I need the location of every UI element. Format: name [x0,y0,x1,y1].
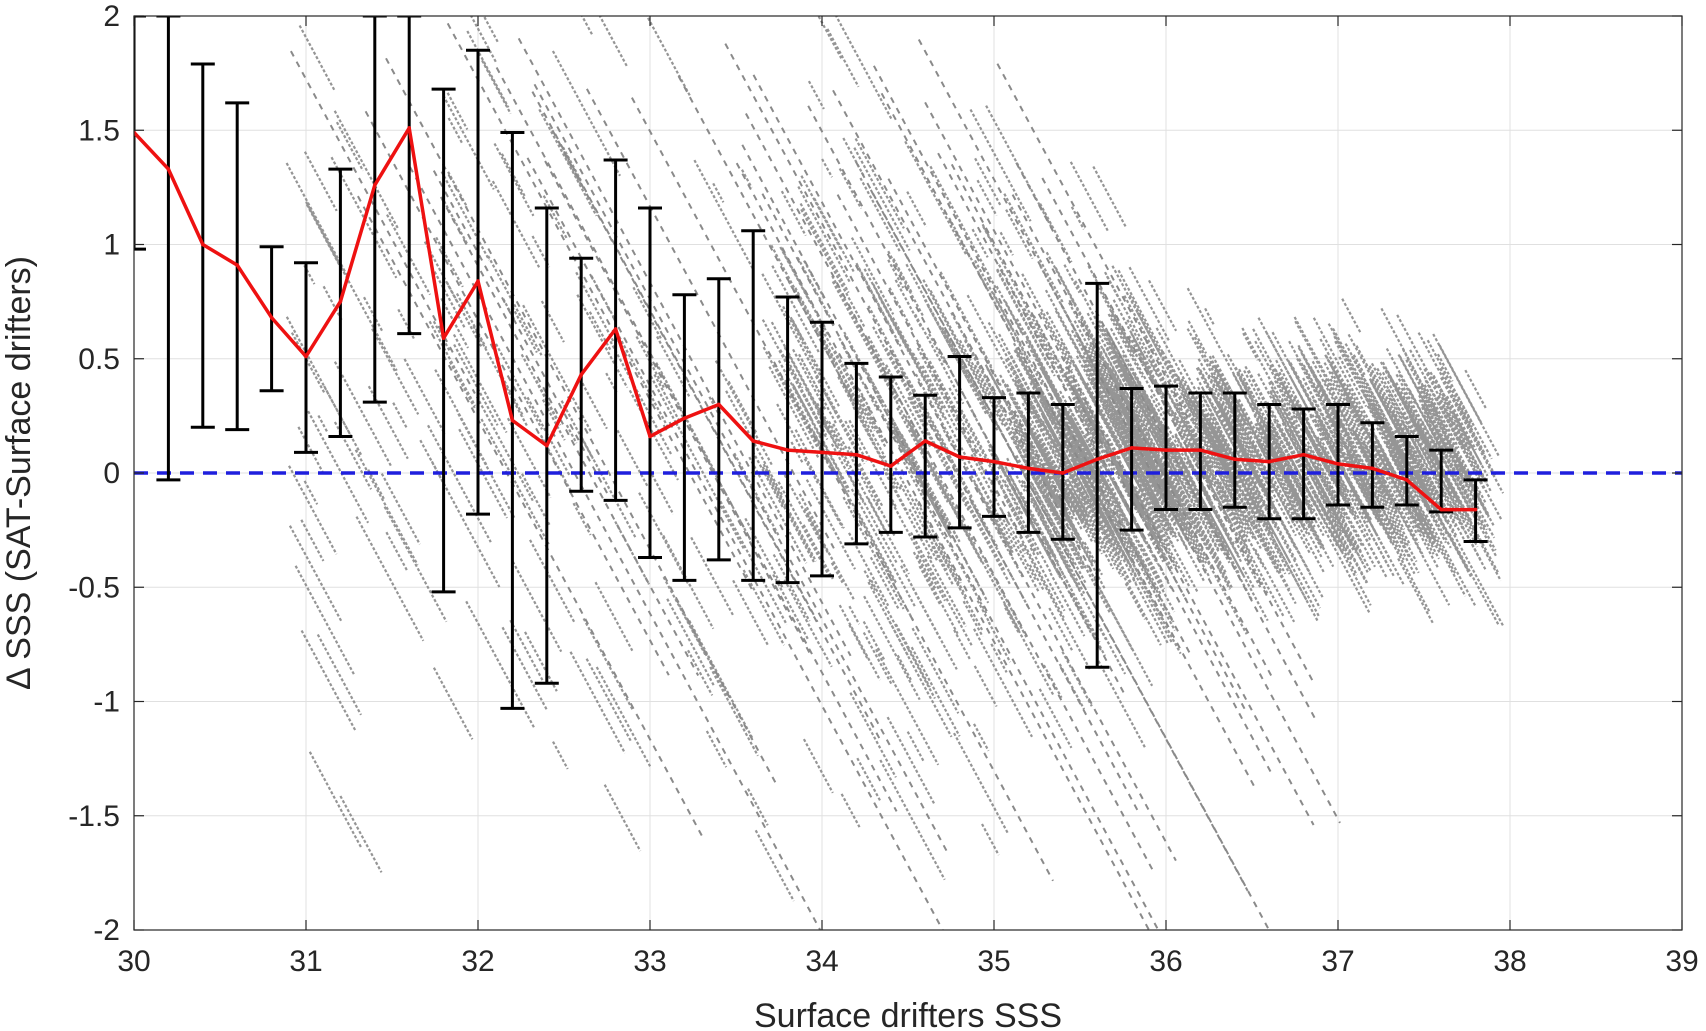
error-bar [1394,434,1419,507]
error-bar [947,354,972,530]
y-tick-label: -0.5 [68,571,120,604]
mean-point [1233,457,1237,462]
x-tick-label: 30 [117,945,150,978]
scatter-cloud [285,16,1505,930]
x-tick-label: 35 [977,945,1010,978]
mean-point [613,327,618,331]
error-bar [1154,384,1178,512]
y-tick-label: 0 [103,457,120,490]
error-bar [397,16,422,336]
mean-point [820,450,824,455]
y-tick-label: 1.5 [78,114,120,147]
error-bar [156,16,181,482]
error-bar [1016,391,1041,534]
y-tick-label: 2 [103,0,120,33]
x-tick-label: 31 [289,945,322,978]
x-tick-label: 32 [461,945,494,978]
mean-point [545,443,549,448]
error-bar [1222,391,1247,509]
scatter-streaks [285,16,1505,902]
mean-point [1129,446,1134,450]
error-bar [134,16,146,251]
mean-point [1301,452,1306,457]
scatter-long-streaks [290,22,1341,930]
mean-point [476,279,480,283]
mean-point [889,464,893,468]
error-bar [913,393,938,539]
error-bar [1119,386,1144,532]
mean-point [717,402,721,407]
error-bar [672,293,697,582]
error-bar [878,375,903,534]
mean-point [407,126,412,130]
x-tick-label: 37 [1321,945,1354,978]
y-tick-label: 1 [103,229,120,262]
axis-ticks: 30 31 32 33 34 35 36 37 38 39 -2 -1.5 -1 -0.5 0 0.5 1 1.5… [68,0,1698,978]
error-bar [1429,448,1454,514]
mean-point [510,418,515,423]
mean-point [1026,466,1031,471]
mean-point [269,315,274,320]
error-bar [1291,407,1316,521]
y-tick-label: -1.5 [68,800,120,833]
mean-point [751,439,755,443]
mean-point [235,263,239,267]
error-bar [741,229,766,582]
error-bar [1085,281,1110,669]
error-bar [982,396,1006,518]
mean-point [338,299,343,304]
y-tick-label: -1 [93,686,120,719]
x-tick-label: 38 [1493,945,1526,978]
mean-point [682,416,687,420]
mean-point [1336,462,1340,466]
mean-point [441,336,446,340]
mean-point [785,448,790,452]
mean-line-path [134,126,1476,512]
error-bar [638,206,662,560]
mean-point [854,452,859,457]
mean-point [1267,459,1271,464]
error-bar [431,87,456,594]
error-bar [362,16,387,404]
x-tick-label: 36 [1149,945,1182,978]
mean-point [1095,457,1099,462]
mean-point [1198,448,1203,452]
error-bar [1360,421,1385,509]
error-bar [1326,402,1350,507]
y-axis-label: Δ SSS (SAT-Surface drifters) [0,256,38,690]
mean-point [992,459,996,464]
mean-point [373,183,377,187]
mean-point [579,372,583,377]
error-bar [810,320,834,578]
error-bar [775,295,800,585]
y-tick-label: 0.5 [78,343,120,376]
mean-point [1473,507,1478,512]
x-tick-label: 34 [805,945,838,978]
mean-point [201,242,205,247]
mean-point [304,354,308,359]
error-bar [706,277,731,562]
mean-point [923,439,927,443]
mean-point [1439,507,1443,512]
x-tick-label: 39 [1665,945,1698,978]
y-tick-label: -2 [93,914,120,947]
mean-point [1061,471,1065,475]
mean-point [1405,478,1409,482]
mean-point [648,434,652,439]
x-tick-label: 33 [633,945,666,978]
x-axis-label: Surface drifters SSS [754,997,1062,1031]
mean-line [134,126,1478,512]
mean-point [957,455,962,459]
mean-point [166,167,171,171]
mean-point [1164,448,1168,452]
mean-point [1370,466,1375,471]
